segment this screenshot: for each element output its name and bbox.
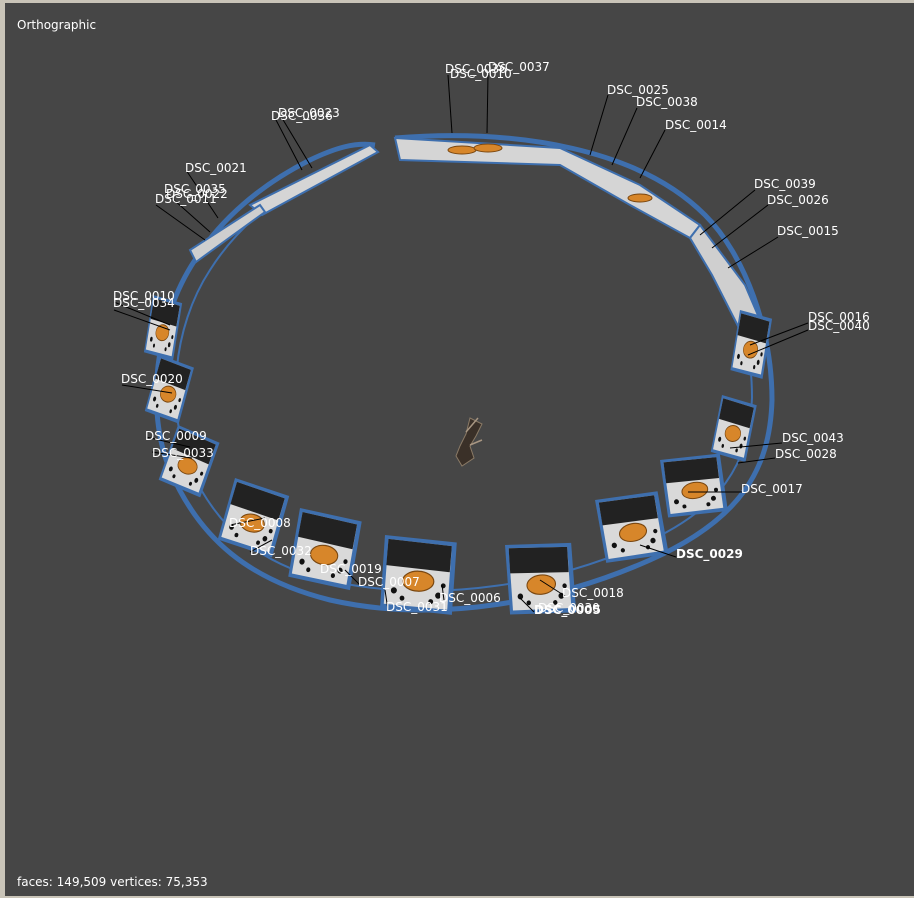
camera-label[interactable]: DSC_0033 bbox=[152, 446, 214, 460]
view-mode-label: Orthographic bbox=[17, 18, 97, 32]
camera-label[interactable]: DSC_0038 bbox=[636, 95, 698, 109]
camera-label[interactable]: DSC_0040 bbox=[808, 319, 870, 333]
camera-label[interactable]: DSC_0016 bbox=[808, 310, 870, 324]
camera-label[interactable]: DSC_0010 bbox=[450, 67, 512, 81]
scanned-object-icon bbox=[455, 417, 483, 467]
camera-label[interactable]: DSC_0023 bbox=[278, 106, 340, 120]
camera-label[interactable]: DSC_0032 bbox=[250, 544, 312, 558]
camera-label[interactable]: DSC_0018 bbox=[562, 586, 624, 600]
camera-label[interactable]: DSC_0010 bbox=[113, 289, 175, 303]
3d-viewport[interactable]: DSC_0036 DSC_0010 DSC_0037 DSC_0025 DSC_… bbox=[5, 3, 914, 896]
camera-label[interactable]: DSC_0015 bbox=[777, 224, 839, 238]
camera-label[interactable]: DSC_0019 bbox=[320, 562, 382, 576]
camera-label[interactable]: DSC_0035 bbox=[164, 182, 226, 196]
mesh-stats: faces: 149,509 vertices: 75,353 bbox=[17, 875, 208, 889]
camera-label[interactable]: DSC_0005 bbox=[534, 603, 601, 618]
camera-label[interactable]: DSC_0028 bbox=[775, 447, 837, 461]
camera-label[interactable]: DSC_0011 bbox=[155, 192, 217, 206]
camera-label[interactable]: DSC_0034 bbox=[113, 296, 175, 310]
camera-label[interactable]: DSC_0008 bbox=[229, 516, 291, 530]
camera-label[interactable]: DSC_0031 bbox=[386, 600, 448, 614]
camera-label[interactable]: DSC_0022 bbox=[166, 187, 228, 201]
camera-ring-scene: DSC_0036 DSC_0010 DSC_0037 DSC_0025 DSC_… bbox=[113, 60, 870, 620]
camera-label[interactable]: DSC_0037 bbox=[488, 60, 550, 74]
camera-label[interactable]: DSC_0030 bbox=[538, 601, 600, 615]
camera-label[interactable]: DSC_0017 bbox=[741, 482, 803, 496]
camera-label[interactable]: DSC_0025 bbox=[607, 83, 669, 97]
camera-labels: DSC_0036 DSC_0010 DSC_0037 DSC_0025 DSC_… bbox=[113, 60, 870, 618]
camera-label[interactable]: DSC_0029 bbox=[676, 547, 743, 562]
camera-label[interactable]: DSC_0021 bbox=[185, 161, 247, 175]
camera-label[interactable]: DSC_0014 bbox=[665, 118, 727, 132]
camera-label[interactable]: DSC_0026 bbox=[767, 193, 829, 207]
label-leader-lines bbox=[113, 74, 809, 613]
camera-label[interactable]: DSC_0039 bbox=[754, 177, 816, 191]
camera-label[interactable]: DSC_0036 bbox=[271, 109, 333, 123]
camera-label[interactable]: DSC_0009 bbox=[145, 429, 207, 443]
camera-label[interactable]: DSC_0036 bbox=[445, 62, 507, 76]
camera-label[interactable]: DSC_0007 bbox=[358, 575, 420, 589]
top-camera-strip bbox=[188, 136, 762, 332]
camera-label[interactable]: DSC_0020 bbox=[121, 372, 183, 386]
camera-label[interactable]: DSC_0043 bbox=[782, 431, 844, 445]
camera-label[interactable]: DSC_0006 bbox=[439, 591, 501, 605]
